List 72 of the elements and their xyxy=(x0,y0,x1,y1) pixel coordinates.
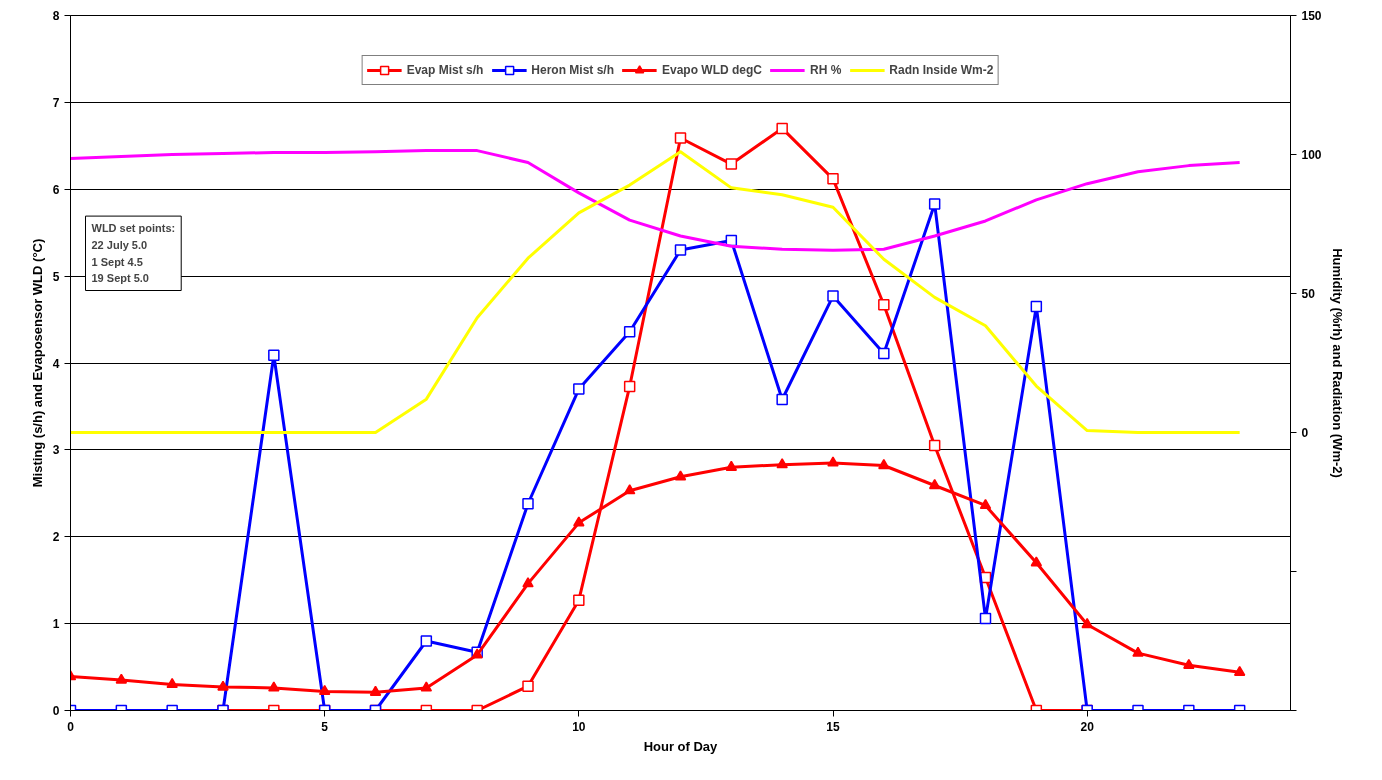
point xyxy=(573,516,585,527)
point xyxy=(725,460,738,471)
point xyxy=(623,325,636,338)
point xyxy=(268,681,280,692)
point xyxy=(878,458,890,470)
point xyxy=(674,244,687,256)
point xyxy=(1233,665,1246,676)
point xyxy=(420,635,433,647)
x-tick-label: 5 xyxy=(321,719,329,734)
point xyxy=(522,680,534,692)
point xyxy=(1081,617,1093,629)
y2-tick-label: 150 xyxy=(1301,9,1322,23)
point xyxy=(573,383,585,395)
point xyxy=(166,677,178,689)
y-tick-label: 5 xyxy=(52,269,60,284)
point xyxy=(115,673,128,684)
y-tick-label: 2 xyxy=(52,530,60,545)
point xyxy=(1183,658,1195,669)
y-tick-label: 3 xyxy=(52,443,60,458)
point xyxy=(522,497,534,510)
point xyxy=(318,684,331,696)
y-tick-label: 7 xyxy=(52,95,60,110)
y2-axis-title: Humidity (%rh) and Radiation (Wm-2) xyxy=(1329,248,1345,478)
point xyxy=(878,299,890,311)
point xyxy=(928,478,941,490)
line-series xyxy=(70,149,1242,252)
point xyxy=(1132,646,1144,657)
point xyxy=(928,439,941,452)
legend-label: Heron Mist s/h xyxy=(531,63,614,77)
point xyxy=(776,393,788,406)
point xyxy=(979,498,992,510)
y-tick-label: 4 xyxy=(52,356,60,371)
line-series xyxy=(70,150,1242,434)
x-tick-label: 20 xyxy=(1080,719,1095,734)
y2-tick-label: 100 xyxy=(1301,148,1322,162)
y2-tick-label: 50 xyxy=(1301,287,1316,301)
point xyxy=(420,681,433,692)
y-tick-label: 0 xyxy=(52,704,60,718)
y-tick-label: 1 xyxy=(52,617,60,632)
x-axis-title: Hour of Day xyxy=(643,738,719,754)
point xyxy=(928,198,941,210)
y-tick-label: 8 xyxy=(52,9,60,23)
point xyxy=(268,349,280,361)
point xyxy=(573,594,585,606)
point xyxy=(725,158,738,170)
point xyxy=(1030,300,1043,313)
y-axis-title: Misting (s/h) and Evaposensor WLD (°C) xyxy=(29,238,45,488)
point xyxy=(522,577,534,588)
point xyxy=(674,470,687,481)
y-tick-label: 6 xyxy=(52,182,60,197)
point xyxy=(827,290,839,302)
legend-label: Evapo WLD degC xyxy=(662,63,763,77)
point xyxy=(369,685,382,696)
point xyxy=(979,612,992,625)
legend-label: Radn Inside Wm-2 xyxy=(889,63,994,77)
point xyxy=(674,132,687,144)
legend-label: RH % xyxy=(810,63,842,77)
point xyxy=(623,380,636,393)
point xyxy=(827,456,839,467)
point xyxy=(776,458,788,469)
point xyxy=(1030,556,1043,567)
point xyxy=(776,122,788,135)
annotation: WLD set points: 22 July 5.0 1 Sept 4.5 19 Sept 5.0 xyxy=(91,222,176,285)
point xyxy=(827,173,839,185)
x-tick-label: 0 xyxy=(67,719,75,734)
legend-label: Evap Mist s/h xyxy=(406,63,484,77)
point xyxy=(623,484,636,495)
point xyxy=(878,347,890,360)
point xyxy=(217,680,229,691)
x-tick-label: 15 xyxy=(826,719,840,734)
y2-tick-label: 0 xyxy=(1301,426,1309,440)
x-tick-label: 10 xyxy=(572,719,586,734)
